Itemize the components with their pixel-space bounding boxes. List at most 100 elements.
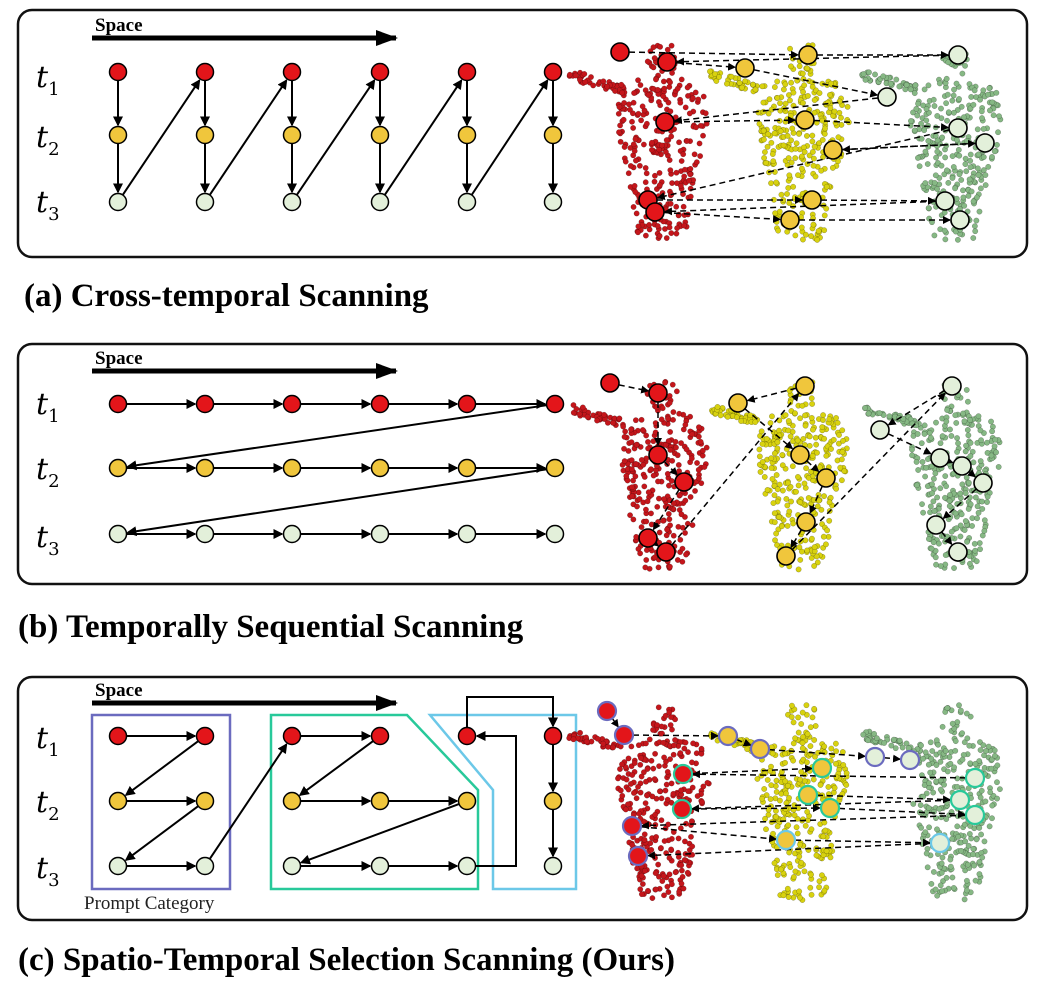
point (798, 768, 805, 775)
point (650, 438, 657, 445)
point (971, 540, 978, 547)
point (570, 736, 577, 743)
point (881, 740, 888, 746)
point (838, 121, 845, 128)
point (928, 880, 935, 887)
point (632, 189, 639, 196)
point (643, 432, 650, 439)
point (829, 164, 836, 171)
point (689, 784, 696, 791)
point (677, 182, 684, 189)
point (777, 866, 784, 873)
scan-node (370, 791, 390, 811)
point (768, 782, 775, 789)
point (576, 76, 583, 83)
point (807, 724, 814, 731)
point (778, 191, 785, 198)
point (583, 738, 590, 745)
scan-node (195, 524, 215, 544)
dashed-link (618, 384, 650, 394)
point (832, 740, 839, 747)
point (988, 418, 995, 425)
point (910, 800, 917, 807)
space-label: Space (95, 680, 143, 701)
point (631, 90, 638, 96)
point (937, 786, 944, 793)
point (672, 438, 679, 445)
point (934, 186, 941, 192)
point (994, 141, 1000, 148)
point (959, 730, 966, 737)
point (828, 745, 835, 752)
point (880, 73, 887, 80)
point (651, 55, 658, 62)
point (635, 783, 642, 790)
point (700, 783, 707, 790)
dashed-link (967, 469, 977, 478)
point (961, 527, 968, 534)
point (952, 185, 959, 192)
point (616, 129, 622, 136)
point (788, 714, 795, 720)
point (951, 86, 957, 93)
point (918, 120, 925, 127)
point (794, 437, 801, 444)
scan-node (370, 192, 390, 212)
point (803, 759, 810, 766)
point (922, 749, 929, 756)
point (678, 862, 685, 869)
point (892, 745, 899, 752)
highlight-point (823, 140, 843, 160)
point (820, 417, 826, 423)
point (576, 411, 583, 417)
point (681, 838, 688, 845)
dashed-link (652, 489, 680, 531)
point (642, 164, 649, 171)
point (633, 795, 640, 802)
point (771, 130, 778, 137)
point (681, 222, 688, 229)
point (803, 702, 810, 709)
point (788, 702, 795, 709)
point (594, 735, 601, 742)
highlight-point (775, 829, 797, 851)
point (809, 138, 816, 145)
point (784, 190, 790, 197)
point (668, 133, 675, 140)
point (601, 411, 608, 418)
point (944, 407, 951, 413)
dashed-link (736, 738, 752, 747)
point (690, 740, 697, 747)
point (648, 846, 655, 853)
point (959, 756, 966, 763)
highlight-point (621, 815, 643, 837)
point (907, 118, 914, 124)
point (668, 230, 675, 237)
point (953, 419, 960, 426)
point (621, 433, 628, 440)
point (784, 885, 791, 892)
highlight-point (674, 472, 694, 492)
point (773, 530, 780, 537)
point (980, 87, 987, 94)
point (716, 74, 722, 80)
point (768, 455, 775, 462)
point (974, 503, 981, 510)
point (761, 155, 768, 161)
point (977, 546, 984, 553)
point (938, 105, 944, 112)
point (736, 79, 743, 86)
point (759, 441, 766, 447)
highlight-point (795, 376, 815, 396)
point (648, 139, 655, 146)
point (630, 141, 637, 148)
point (774, 823, 781, 830)
space-label: Space (95, 348, 143, 369)
scan-node (457, 125, 477, 145)
point (918, 440, 925, 447)
point (954, 823, 961, 830)
point (821, 887, 828, 894)
point (650, 727, 656, 733)
point (932, 470, 939, 477)
point (925, 205, 932, 212)
